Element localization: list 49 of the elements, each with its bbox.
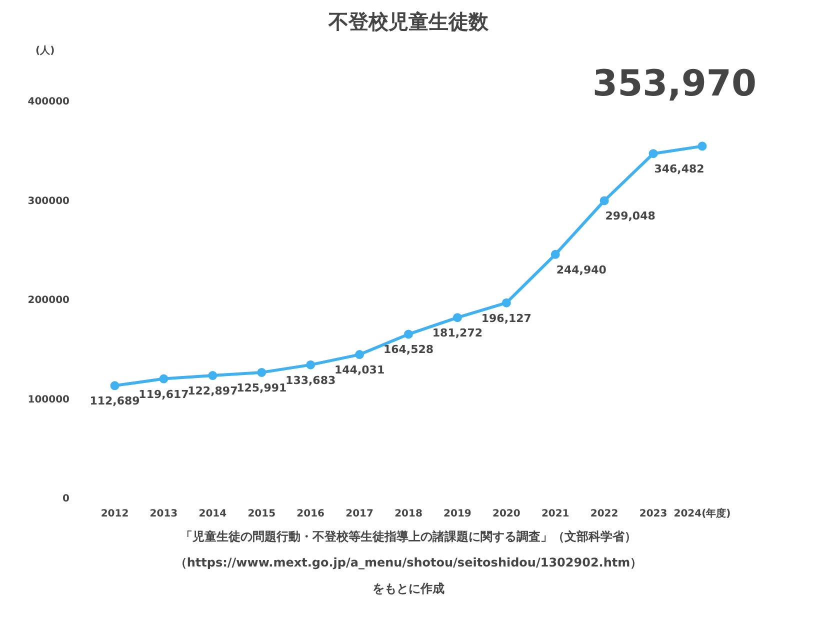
x-tick-label: 2017	[346, 508, 374, 520]
data-label: 112,689	[90, 394, 140, 408]
point	[600, 196, 609, 206]
x-tick-label: 2016	[296, 508, 325, 520]
x-tick-label: 2021	[541, 508, 570, 520]
point	[110, 381, 120, 390]
point	[355, 350, 364, 360]
x-tick-label: 2012	[100, 508, 129, 520]
data-label: 119,617	[138, 388, 189, 401]
point	[257, 368, 266, 377]
point	[648, 149, 658, 158]
data-label: 181,272	[432, 326, 483, 340]
data-label: 133,683	[286, 374, 336, 387]
y-tick-label: 0	[62, 494, 70, 504]
y-axis-title: (人)	[36, 44, 55, 56]
y-tick-label: 200000	[28, 295, 70, 306]
x-tick-label: 2023	[639, 508, 668, 520]
data-label: 346,482	[654, 162, 704, 176]
point	[502, 298, 511, 308]
x-tick-label: 2018	[394, 508, 422, 520]
text: 「児童生徒の問題行動・不登校等生徒指導上の諸課題に関する調査」（文部科学省）	[180, 530, 636, 544]
y-tick-label: 100000	[28, 394, 70, 406]
x-tick-label: 2014	[198, 508, 227, 520]
x-tick-label: 2024(年度)	[674, 508, 731, 520]
x-tick-label: 2020	[492, 508, 520, 520]
point	[306, 360, 316, 370]
x-tick-label: 2019	[444, 508, 472, 520]
point	[698, 142, 707, 151]
point	[208, 371, 218, 380]
point	[159, 374, 168, 384]
data-label: 125,991	[236, 381, 287, 394]
chart-title: 不登校児童生徒数	[328, 10, 490, 34]
annotation: 353,970	[592, 64, 756, 104]
data-label: 299,048	[605, 210, 656, 223]
text: （https://www.mext.go.jp/a_menu/shotou/seitoshidou/1302902.htm）	[174, 556, 642, 570]
point	[404, 330, 413, 339]
data-label: 164,528	[383, 343, 434, 356]
x-tick-label: 2022	[590, 508, 618, 520]
point	[452, 313, 462, 322]
x-tick-label: 2013	[150, 508, 178, 520]
y-tick-label: 400000	[28, 96, 70, 108]
text: をもとに作成	[372, 582, 444, 596]
point	[550, 250, 560, 259]
data-label: 122,897	[188, 384, 238, 398]
data-label: 244,940	[556, 263, 607, 276]
data-label: 144,031	[334, 364, 385, 377]
data-label: 196,127	[481, 312, 532, 325]
x-tick-label: 2015	[248, 508, 276, 520]
y-tick-label: 300000	[28, 196, 70, 207]
